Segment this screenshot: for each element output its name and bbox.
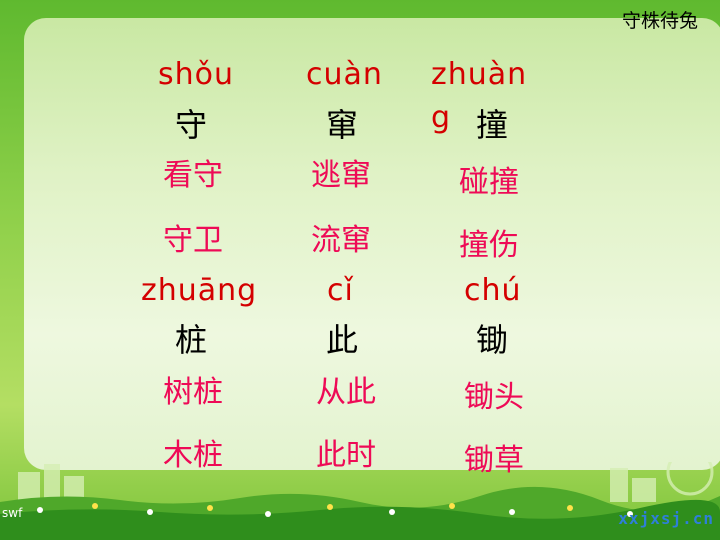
word-chutou: 锄头 <box>464 380 524 415</box>
pinyin-zhuang-stake: zhuāng <box>141 273 258 308</box>
char-shou: 守 <box>175 106 208 144</box>
pinyin-zhuang-line2: g <box>431 100 452 135</box>
slide-title: 守株待兔 <box>621 10 698 32</box>
pinyin-cuan: cuàn <box>306 57 383 92</box>
char-chu: 锄 <box>476 321 509 359</box>
word-chucao: 锄草 <box>464 443 524 478</box>
pinyin-shou: shǒu <box>158 57 235 92</box>
grass-ground <box>0 462 720 540</box>
word-kanshou: 看守 <box>163 158 223 193</box>
char-ci: 此 <box>326 321 359 359</box>
site-logo: xxjxsj.cn <box>618 509 714 528</box>
word-liucuan: 流窜 <box>311 223 371 258</box>
content-panel <box>24 18 720 470</box>
word-zhuangshang: 撞伤 <box>459 228 519 263</box>
word-shouwei: 守卫 <box>163 223 223 258</box>
word-congci: 从此 <box>316 375 376 410</box>
char-zhuang-stake: 桩 <box>175 321 208 359</box>
word-pengzhuang: 碰撞 <box>459 165 519 200</box>
swf-label: swf <box>2 506 23 520</box>
pinyin-ci: cǐ <box>327 273 354 308</box>
city-skyline <box>18 462 714 502</box>
word-shuzhuang: 树桩 <box>163 375 223 410</box>
char-zhuang: 撞 <box>476 106 509 144</box>
word-muzhuang: 木桩 <box>163 438 223 473</box>
char-cuan: 窜 <box>326 106 359 144</box>
pinyin-zhuang-line1: zhuàn <box>431 57 528 92</box>
pinyin-chu: chú <box>464 273 522 308</box>
word-taocuan: 逃窜 <box>311 158 371 193</box>
flowers <box>37 503 633 517</box>
word-cishi: 此时 <box>316 438 376 473</box>
